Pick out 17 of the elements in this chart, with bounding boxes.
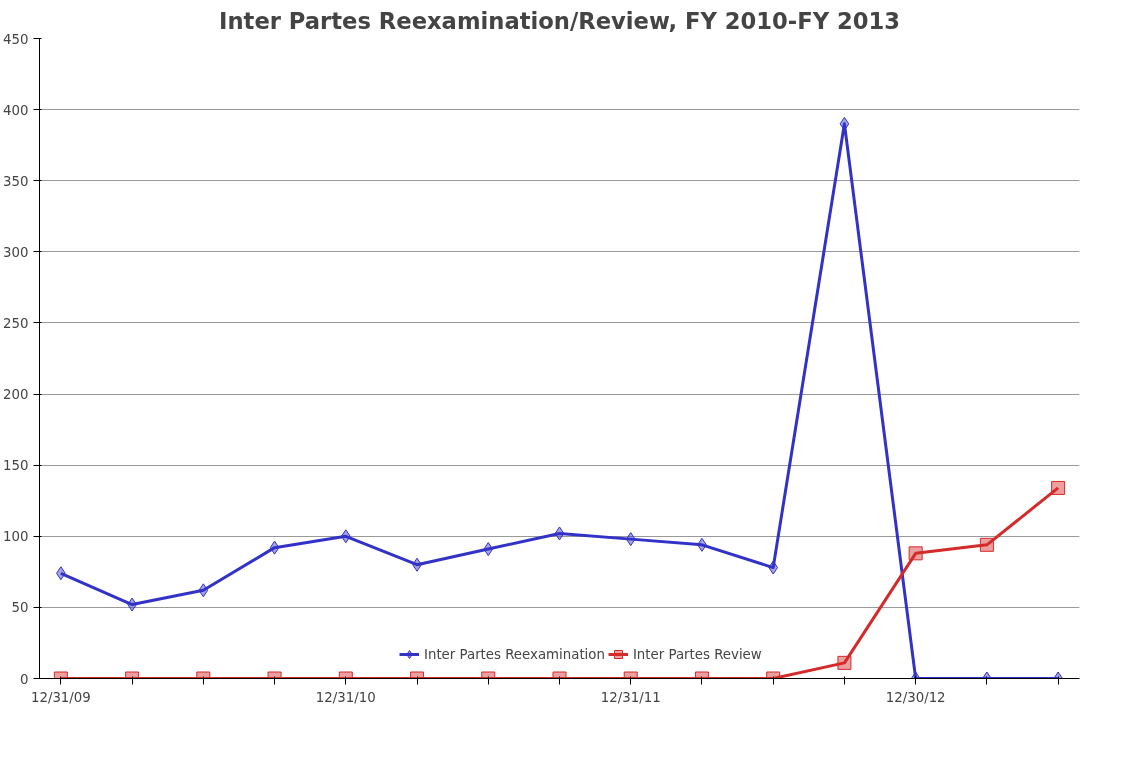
x-tick-label: 12/31/10 <box>315 689 376 705</box>
legend-label: Inter Partes Review <box>632 646 762 662</box>
y-tick-label: 350 <box>3 173 29 189</box>
y-tick-label: 300 <box>3 244 29 260</box>
y-tick-label: 0 <box>20 671 29 687</box>
y-tick-label: 150 <box>3 458 29 474</box>
x-tick-label: 12/30/12 <box>885 689 946 705</box>
y-tick-label: 400 <box>3 102 29 118</box>
y-tick-label: 50 <box>11 600 29 616</box>
y-tick-label: 250 <box>3 315 29 331</box>
y-tick-label: 450 <box>3 31 29 47</box>
x-tick-label: 12/31/11 <box>600 689 661 705</box>
chart-title: Inter Partes Reexamination/Review, FY 2010-FY 2013 <box>218 7 901 34</box>
y-tick-label: 100 <box>3 529 29 545</box>
x-tick-label: 12/31/09 <box>30 689 91 705</box>
y-tick-label: 200 <box>3 387 29 403</box>
legend-label: Inter Partes Reexamination <box>424 646 605 662</box>
